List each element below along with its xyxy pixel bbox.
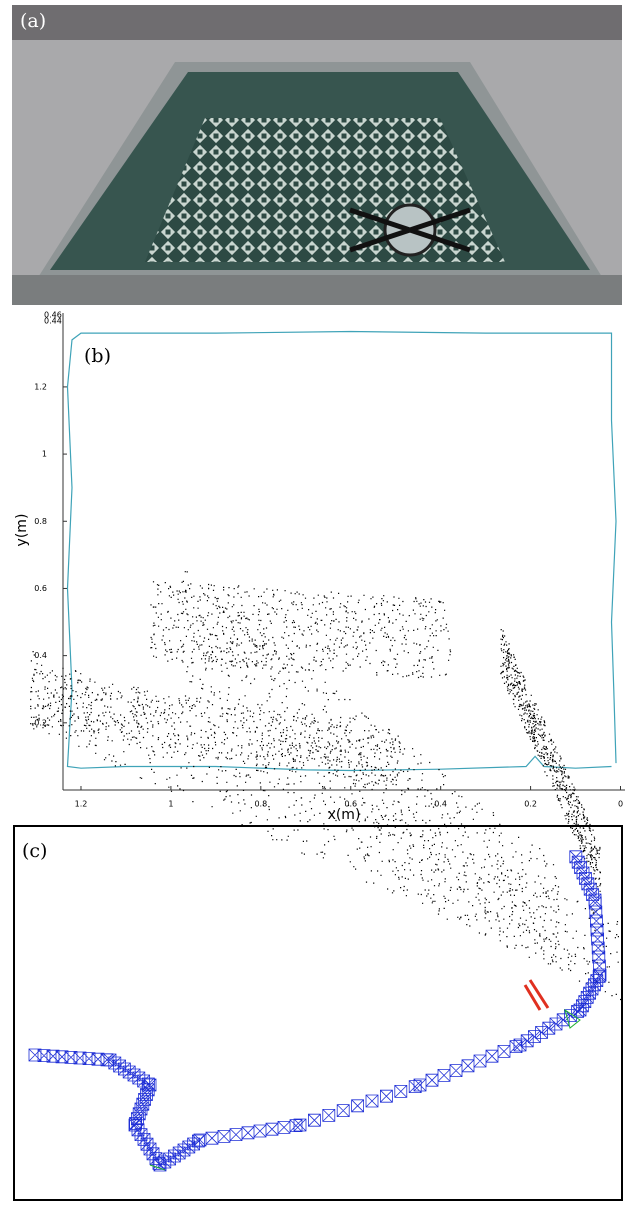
x-tick-label: 1.2 — [75, 800, 88, 809]
panel-label: (b) — [84, 345, 111, 367]
cloud-points — [30, 571, 622, 1001]
y-tick-label: 0.8 — [34, 517, 47, 526]
panel-label: (c) — [22, 840, 47, 862]
x-tick-label: 0.4 — [434, 800, 447, 809]
green-frustum — [149, 1008, 581, 1171]
y-tick-label: 0.4 — [34, 651, 47, 660]
photo — [12, 5, 622, 305]
x-tick-label: 0 — [618, 800, 623, 809]
annotation: 0.46 — [44, 311, 62, 320]
camera-frustums — [28, 850, 607, 1172]
y-tick-label: 1 — [42, 450, 47, 459]
y-tick-label: 0.6 — [34, 584, 47, 593]
y-axis-label: y(m) — [14, 514, 30, 547]
annotation: 0.44 — [44, 317, 62, 326]
panel-frame — [13, 825, 623, 1201]
x-tick-label: 0.8 — [254, 800, 267, 809]
x-tick-label: 0.2 — [524, 800, 537, 809]
trajectory — [66, 330, 617, 772]
chart: 0.2 0.4 0.6 0.8 1 1.2 1.2 1 0.8 0.6 0.4 0.2 0 0.460.4… — [14, 311, 625, 823]
x-tick-label: 0.6 — [344, 800, 357, 809]
point-cloud — [28, 571, 622, 1172]
x-tick-label: 1 — [168, 800, 173, 809]
red-points — [523, 979, 550, 1011]
panel-label: (a) — [20, 10, 46, 32]
y-tick-label: 1.2 — [34, 382, 47, 391]
x-axis-label: x(m) — [328, 807, 361, 823]
y-tick-label: 0.2 — [34, 718, 47, 727]
